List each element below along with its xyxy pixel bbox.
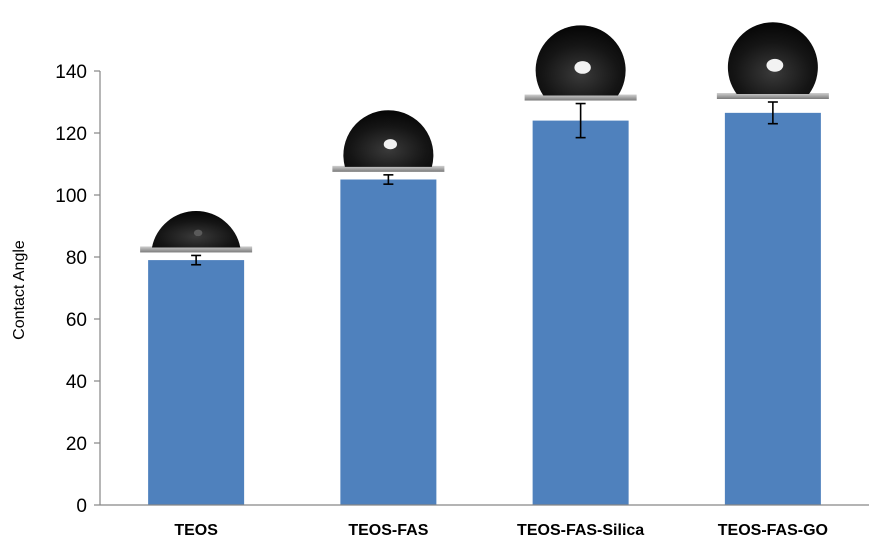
bar [532, 120, 629, 505]
x-tick-label: TEOS-FAS-Silica [517, 522, 644, 539]
y-tick-label: 140 [55, 62, 87, 83]
x-tick-label: TEOS [174, 522, 218, 539]
y-tick-label: 20 [66, 434, 87, 455]
substrate-strip [524, 94, 637, 101]
y-tick-label: 0 [76, 496, 87, 517]
x-tick-label: TEOS-FAS [348, 522, 428, 539]
y-tick-label: 100 [55, 186, 87, 207]
substrate-strip [332, 165, 445, 172]
droplet-highlight [383, 139, 398, 150]
x-tick-label: TEOS-FAS-GO [718, 522, 828, 539]
bar [724, 112, 821, 505]
y-tick-label: 120 [55, 124, 87, 145]
droplet-highlight [193, 229, 203, 237]
droplet-image [716, 20, 829, 99]
droplet-image [524, 23, 637, 101]
y-tick-label: 80 [66, 248, 87, 269]
bar [340, 179, 437, 505]
droplet-image [140, 209, 253, 253]
y-axis-title: Contact Angle [11, 240, 28, 340]
droplet-body [151, 211, 241, 248]
y-tick-label: 40 [66, 372, 87, 393]
y-tick-label: 60 [66, 310, 87, 331]
droplet-body [727, 22, 818, 95]
bar [148, 260, 245, 505]
droplet-body [343, 110, 434, 167]
droplet-highlight [574, 61, 591, 74]
substrate-strip [140, 246, 253, 253]
substrate-strip [716, 93, 829, 99]
droplet-highlight [766, 58, 784, 72]
droplet-image [332, 108, 445, 172]
droplet-body [535, 25, 626, 96]
